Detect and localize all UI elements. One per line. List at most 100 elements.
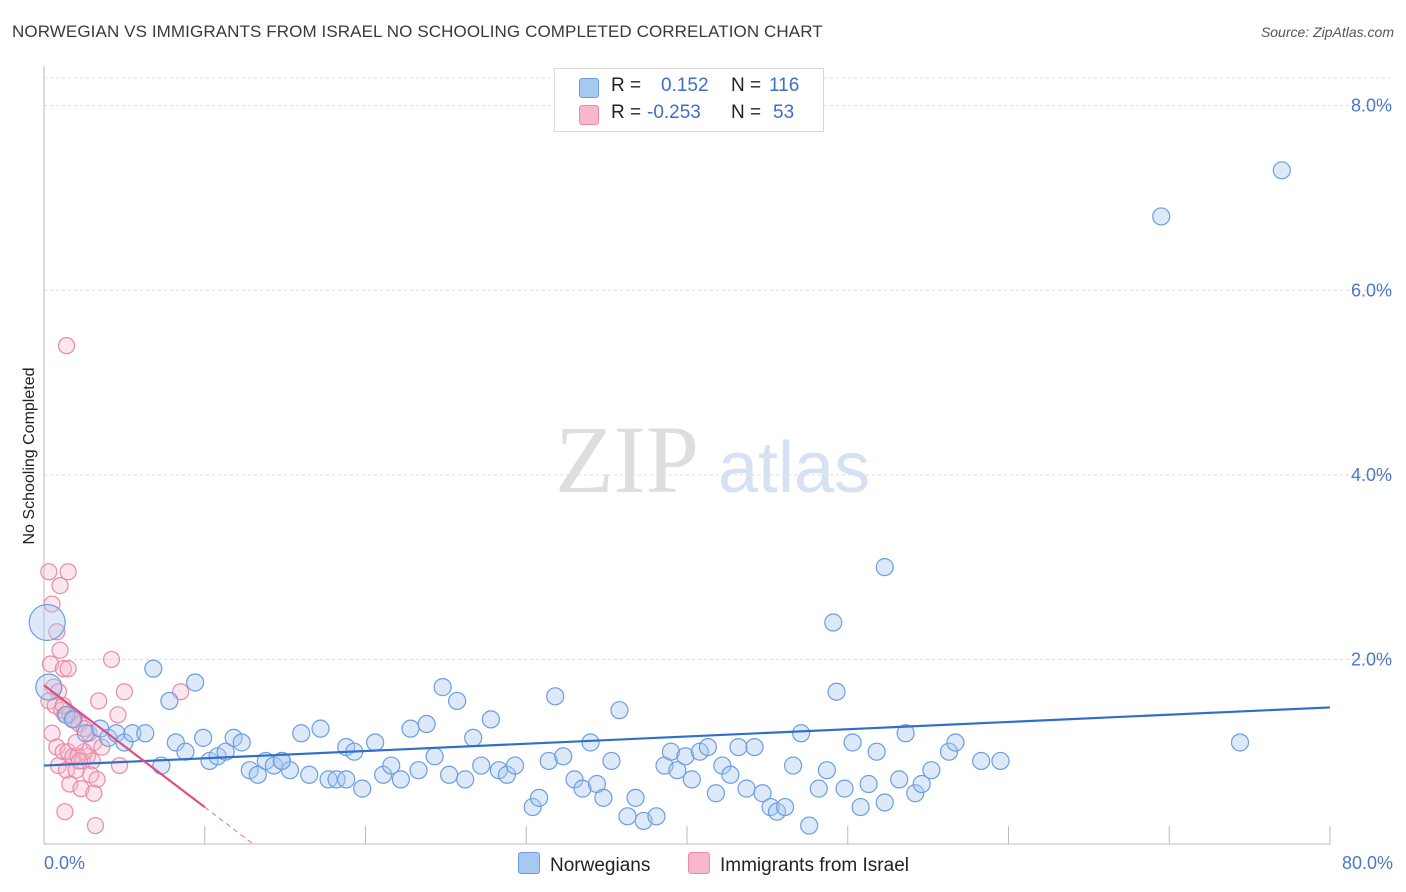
legend-swatch-blue	[518, 852, 540, 874]
legend-swatch-pink	[579, 105, 599, 125]
data-point-israel	[59, 660, 77, 678]
data-point-norwegian	[843, 733, 862, 752]
data-point-israel	[48, 623, 66, 641]
legend-r-value: 0.152	[661, 75, 709, 96]
data-point-norwegian	[472, 756, 491, 775]
data-point-israel	[59, 563, 77, 581]
data-point-norwegian	[573, 779, 592, 798]
data-point-israel	[56, 803, 74, 821]
data-point-norwegian	[610, 701, 629, 720]
legend-label-norwegians: Norwegians	[550, 855, 651, 876]
x-tick-labels: 0.0% 80.0%	[44, 853, 1393, 873]
data-point-norwegian	[817, 761, 836, 780]
legend-swatch-pink	[688, 852, 710, 874]
data-point-norwegian	[890, 770, 909, 789]
data-point-israel	[40, 563, 58, 581]
data-point-norwegian	[809, 779, 828, 798]
legend-r-label: R =	[611, 75, 642, 96]
legend-n-value: 53	[773, 102, 795, 123]
data-point-norwegian	[425, 747, 444, 766]
data-point-norwegian	[745, 737, 764, 757]
data-point-norwegian	[232, 733, 251, 752]
data-point-norwegian	[737, 779, 756, 798]
legend-n-label: N =	[731, 102, 762, 123]
data-point-norwegian	[327, 770, 346, 789]
data-point-norwegian	[194, 728, 213, 747]
trend-line-israel	[43, 684, 206, 808]
legend-n-label: N =	[731, 75, 762, 96]
y-tick-label: 4.0%	[1351, 465, 1392, 485]
data-point-norwegian	[464, 728, 483, 747]
data-point-israel	[102, 650, 121, 669]
trend-line-norwegians	[43, 706, 1331, 767]
watermark-atlas: atlas	[718, 428, 870, 508]
data-point-israel	[72, 780, 90, 798]
x-tick-label-min: 0.0%	[44, 853, 85, 873]
data-point-israel	[115, 683, 133, 701]
data-point-norwegian	[939, 742, 959, 761]
data-point-norwegian	[867, 742, 886, 761]
data-point-norwegian	[991, 751, 1010, 771]
data-point-norwegian	[28, 603, 66, 642]
data-point-norwegian	[668, 761, 687, 780]
legend-r-label: R =	[611, 102, 642, 123]
y-axis-label: No Schooling Completed	[21, 368, 38, 545]
data-point-israel	[57, 761, 76, 779]
series-immigrants-israel	[40, 337, 190, 835]
data-point-norwegian	[835, 779, 854, 798]
data-point-norwegian	[63, 710, 83, 729]
data-point-norwegian	[456, 770, 475, 789]
data-point-norwegian	[391, 770, 410, 789]
data-point-norwegian	[186, 673, 205, 692]
legend-swatch-blue	[579, 78, 599, 98]
data-point-norwegian	[972, 751, 991, 771]
data-point-norwegian	[783, 756, 803, 775]
legend-row-norwegians: R = 0.152 N = 116	[555, 74, 823, 100]
data-point-norwegian	[594, 788, 613, 807]
data-point-israel	[110, 756, 129, 775]
data-point-norwegian	[272, 751, 292, 771]
data-point-israel	[61, 775, 79, 793]
data-point-norwegian	[554, 747, 573, 766]
data-point-norwegian	[300, 765, 319, 784]
data-point-norwegian	[581, 733, 600, 752]
series-norwegians	[28, 161, 1291, 835]
data-point-norwegian	[523, 797, 542, 817]
data-point-norwegian	[417, 714, 436, 734]
data-point-norwegian	[448, 691, 467, 711]
legend-n-value: 116	[769, 75, 800, 96]
watermark-zip: ZIP	[555, 406, 699, 513]
axes	[43, 66, 1331, 845]
trend-lines	[43, 684, 1331, 845]
data-point-norwegian	[433, 678, 452, 697]
data-point-norwegian	[1152, 207, 1171, 226]
data-point-israel	[51, 576, 69, 595]
x-tick-label-max: 80.0%	[1342, 853, 1393, 873]
data-point-norwegian	[859, 774, 878, 794]
data-point-norwegian	[292, 724, 311, 743]
data-point-norwegian	[505, 756, 525, 775]
legend-label-israel: Immigrants from Israel	[720, 855, 909, 876]
y-tick-labels: 2.0% 4.0% 6.0% 8.0%	[1351, 96, 1392, 670]
data-point-norwegian	[824, 613, 843, 632]
data-point-norwegian	[123, 724, 142, 743]
data-point-israel	[57, 337, 76, 355]
data-point-israel	[43, 595, 61, 613]
data-point-norwegian	[753, 784, 772, 803]
chart-title: NORWEGIAN VS IMMIGRANTS FROM ISRAEL NO S…	[12, 22, 823, 41]
data-point-norwegian	[721, 765, 740, 784]
data-point-norwegian	[366, 733, 385, 752]
data-point-norwegian	[409, 761, 428, 780]
data-point-norwegian	[792, 724, 811, 743]
data-point-norwegian	[922, 761, 941, 780]
y-tick-label: 6.0%	[1351, 280, 1392, 300]
data-point-norwegian	[546, 687, 565, 706]
data-point-norwegian	[946, 733, 965, 752]
data-point-norwegian	[439, 765, 459, 784]
data-point-norwegian	[875, 558, 894, 577]
data-point-norwegian	[626, 788, 645, 807]
data-point-norwegian	[160, 691, 179, 711]
data-point-norwegian	[76, 724, 95, 743]
data-point-norwegian	[682, 770, 701, 789]
